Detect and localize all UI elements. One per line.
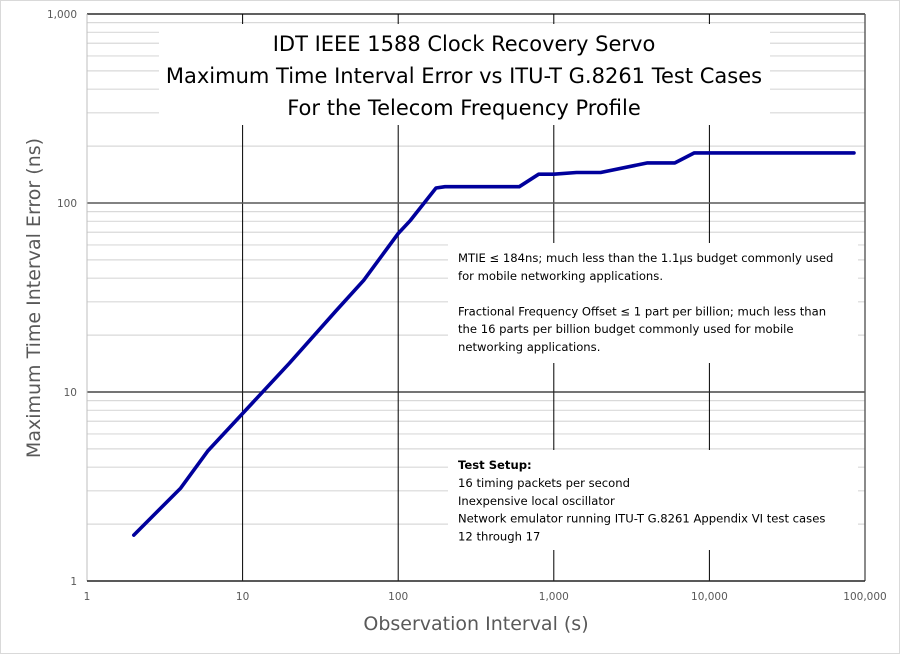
setup-note-line: 16 timing packets per second: [458, 476, 630, 490]
chart-title-line-2: Maximum Time Interval Error vs ITU-T G.8…: [166, 64, 762, 88]
setup-note-line: Network emulator running ITU-T G.8261 Ap…: [458, 512, 825, 526]
tick-labels: 1 10 100 1,000 10,000 100,000 1 10 100 1,000: [47, 9, 887, 603]
setup-heading: Test Setup:: [458, 458, 532, 472]
setup-note-line: Inexpensive local oscillator: [458, 494, 615, 508]
series-layer: [132, 151, 856, 537]
x-tick-label: 10,000: [691, 591, 728, 603]
x-axis-label: Observation Interval (s): [363, 613, 588, 635]
title-box: [159, 24, 770, 125]
x-tick-label: 1,000: [539, 591, 569, 603]
y-axis-label: Maximum Time Interval Error (ns): [23, 138, 45, 458]
mtie-series-line: [132, 151, 856, 537]
setup-note-line: 12 through 17: [458, 529, 540, 543]
mtie-note-line: Fractional Frequency Offset ≤ 1 part per…: [458, 304, 826, 318]
axes: [86, 13, 866, 582]
mtie-note-line: the 16 parts per billion budget commonly…: [458, 322, 794, 336]
y-tick-label: 1,000: [47, 9, 77, 21]
annotations: MTIE ≤ 184ns; much less than the 1.1µs b…: [458, 251, 833, 543]
mtie-note-line: MTIE ≤ 184ns; much less than the 1.1µs b…: [458, 251, 833, 265]
y-tick-label: 100: [57, 198, 77, 210]
x-tick-label: 100: [388, 591, 408, 603]
y-tick-label: 1: [70, 576, 77, 588]
mtie-note-line: for mobile networking applications.: [458, 269, 663, 283]
x-tick-label: 100,000: [843, 591, 886, 603]
text-boxes: [159, 24, 858, 550]
x-tick-label: 10: [236, 591, 249, 603]
chart-title-line-1: IDT IEEE 1588 Clock Recovery Servo: [273, 32, 656, 56]
mtie-note-line: networking applications.: [458, 340, 600, 354]
x-tick-label: 1: [84, 591, 91, 603]
setup-note-box: [448, 450, 858, 550]
y-tick-label: 10: [64, 387, 77, 399]
mtie-note-box: [448, 243, 858, 363]
chart-title-line-3: For the Telecom Frequency Profile: [287, 96, 641, 120]
